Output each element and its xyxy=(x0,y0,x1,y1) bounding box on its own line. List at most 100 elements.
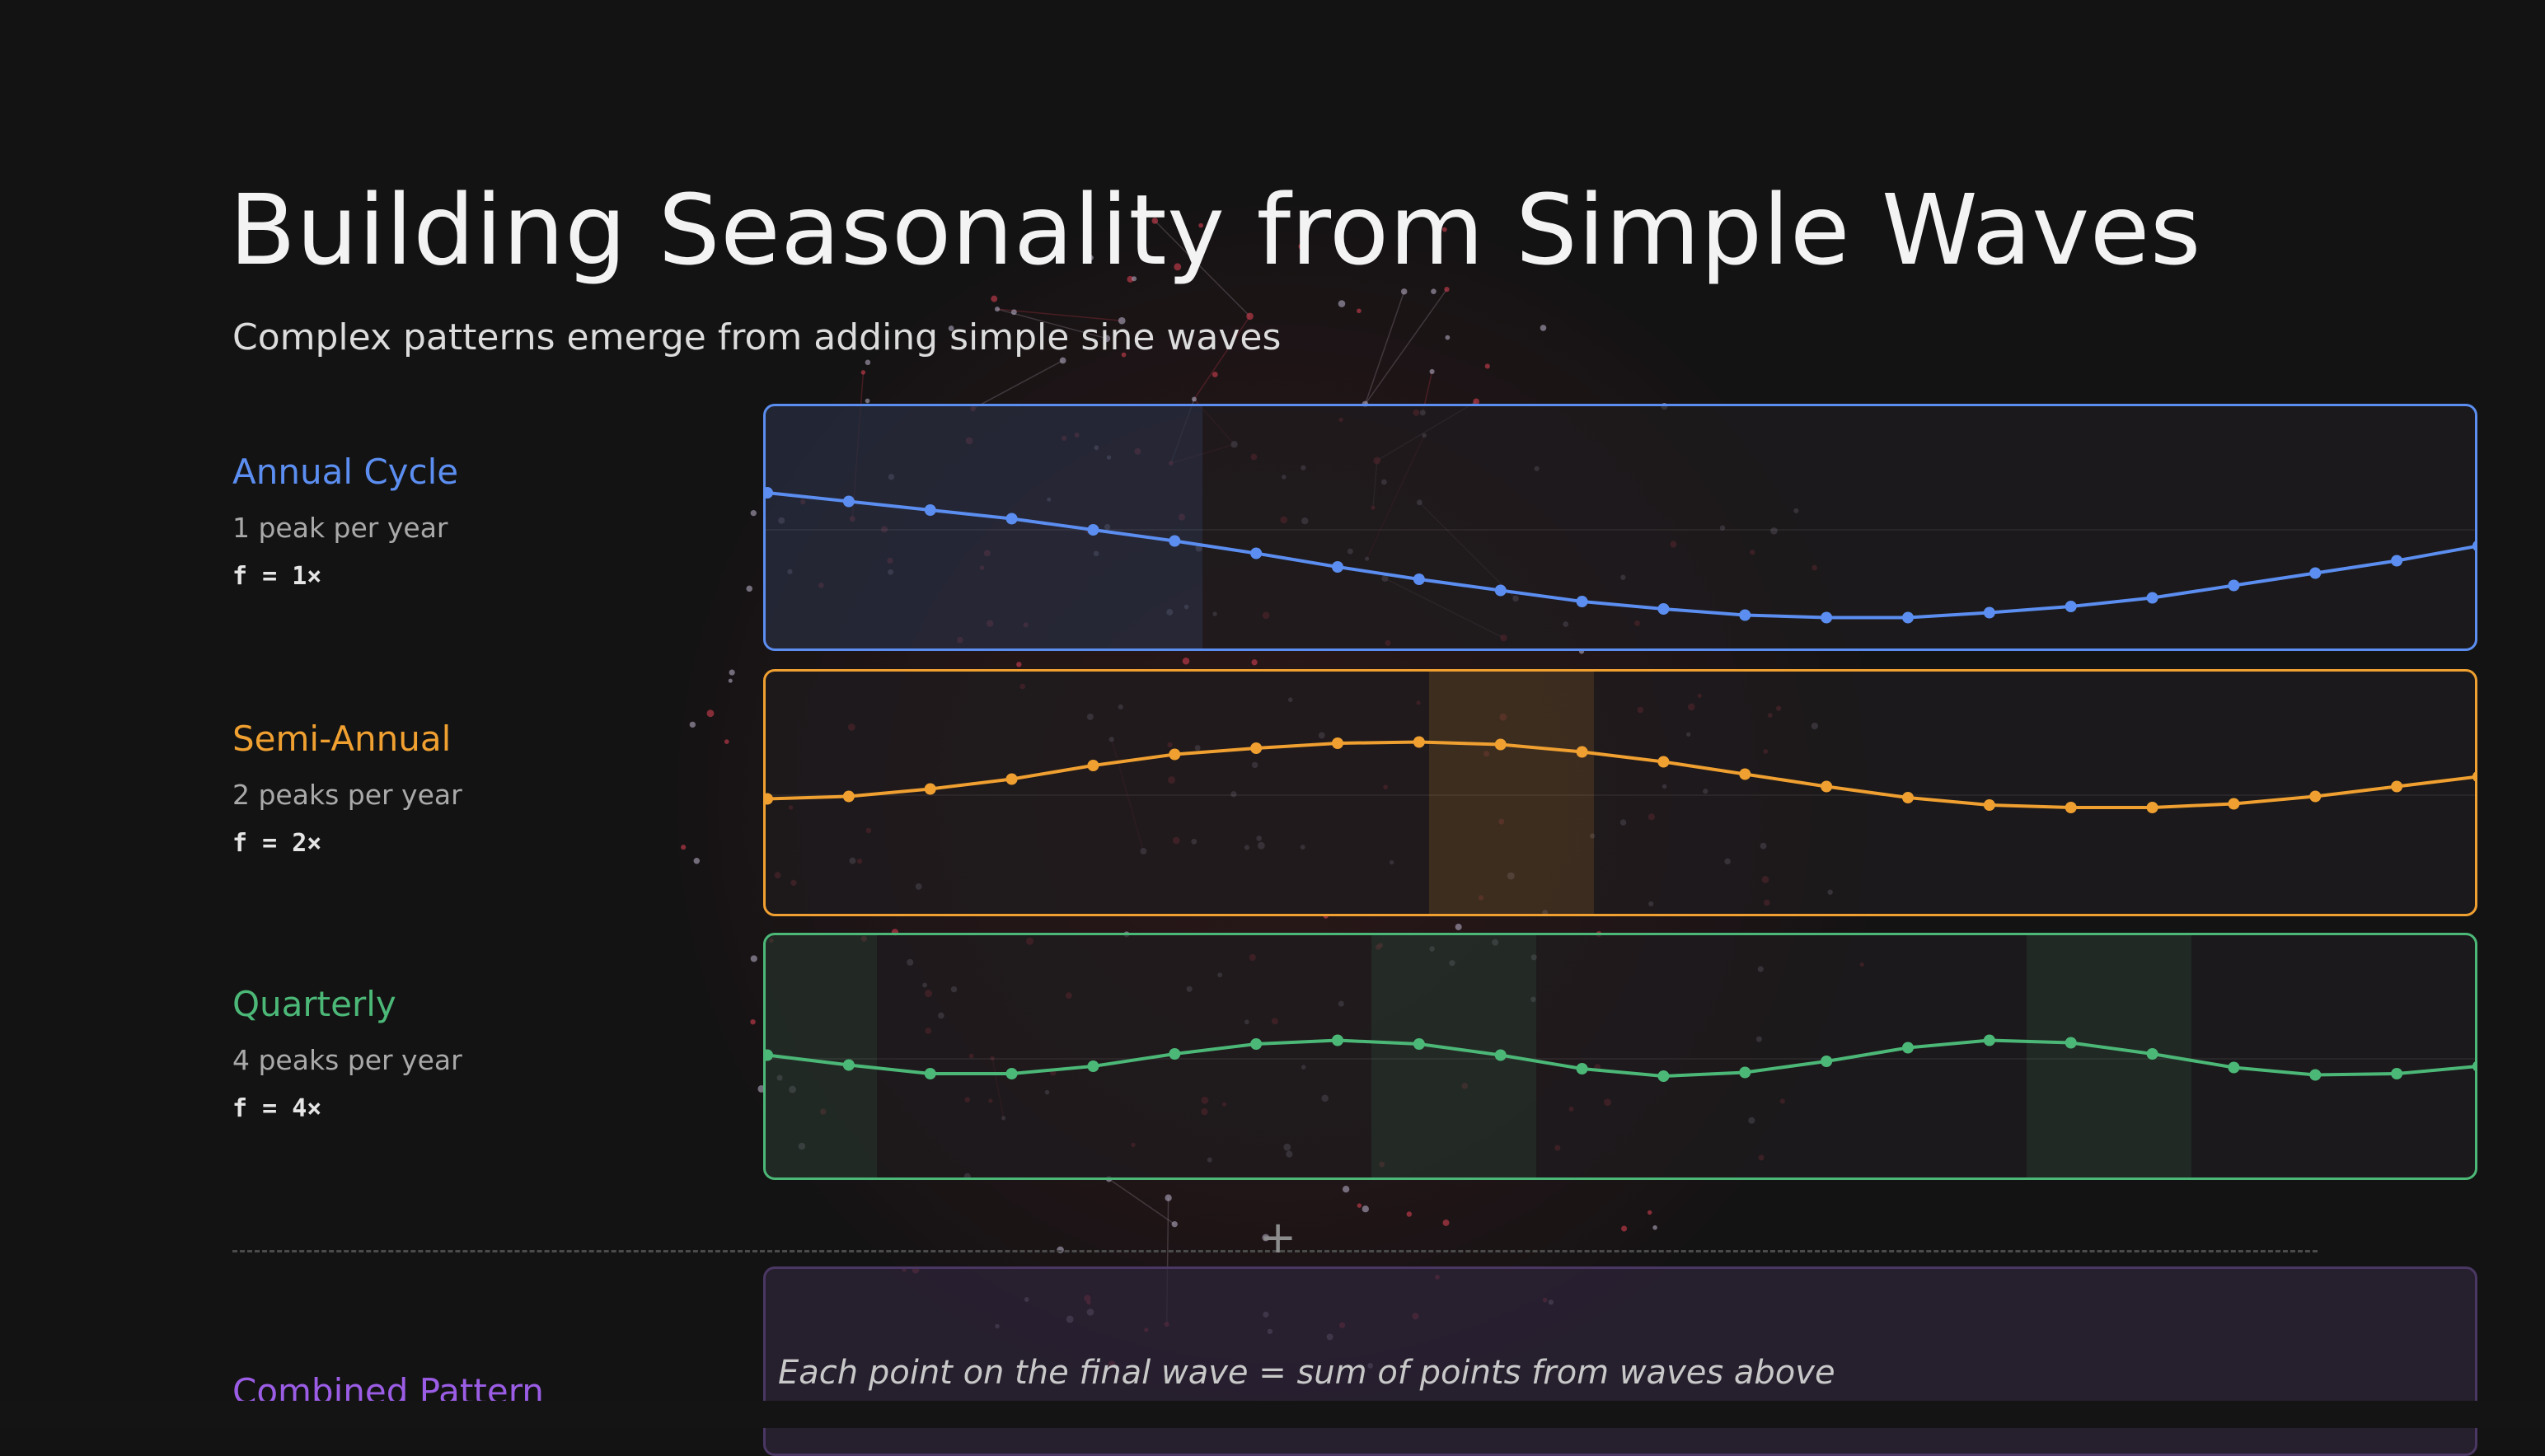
data-point xyxy=(2309,1069,2322,1081)
network-node xyxy=(728,678,733,683)
data-point xyxy=(2391,555,2403,567)
network-node xyxy=(1400,288,1408,295)
network-node xyxy=(1174,263,1182,271)
data-point xyxy=(1739,768,1751,780)
data-point xyxy=(1739,609,1751,621)
data-point xyxy=(1005,773,1018,785)
network-link xyxy=(973,359,1063,410)
page-title: Building Seasonality from Simple Waves xyxy=(229,173,2201,287)
data-point xyxy=(1087,524,1099,536)
network-node xyxy=(1445,335,1451,340)
data-point xyxy=(1657,603,1670,615)
network-link xyxy=(1364,288,1448,405)
data-point xyxy=(2391,1068,2403,1079)
wave-line xyxy=(766,1038,2475,1078)
data-point xyxy=(1902,1042,1914,1054)
network-node xyxy=(1652,1225,1657,1230)
data-point xyxy=(1494,584,1507,597)
network-node xyxy=(1132,276,1137,282)
network-node xyxy=(1444,286,1450,293)
network-node xyxy=(1362,1206,1369,1213)
data-point xyxy=(2065,1037,2077,1049)
network-node xyxy=(1338,300,1346,307)
data-point xyxy=(924,783,936,795)
data-point xyxy=(2472,1061,2475,1071)
network-node xyxy=(750,955,757,962)
data-point xyxy=(1005,1068,1018,1079)
data-point xyxy=(1576,596,1588,607)
combined-note: Each point on the final wave = sum of po… xyxy=(778,1354,1835,1392)
data-point xyxy=(2146,802,2158,813)
wave-line xyxy=(766,491,2475,620)
data-point xyxy=(1250,742,1263,754)
network-node xyxy=(1212,372,1218,377)
wave-name: Quarterly xyxy=(232,984,396,1024)
data-point xyxy=(2228,798,2240,810)
wave-description: 1 peak per year xyxy=(232,512,448,544)
network-node xyxy=(750,509,757,517)
network-node xyxy=(865,359,871,366)
network-link xyxy=(1193,316,1251,400)
network-node xyxy=(1540,325,1547,331)
network-node xyxy=(1262,1234,1270,1242)
data-point xyxy=(1821,1056,1833,1067)
data-point xyxy=(1250,1038,1263,1050)
data-point xyxy=(2065,802,2077,813)
wave-label-quarterly: Quarterly 4 peaks per year f = 4× xyxy=(232,984,462,1123)
network-node xyxy=(1441,227,1447,232)
data-point xyxy=(842,1059,855,1071)
data-point xyxy=(2391,780,2403,793)
data-point xyxy=(766,1049,773,1061)
network-node xyxy=(1246,312,1254,321)
data-point xyxy=(1087,1060,1099,1072)
wave-frequency: f = 4× xyxy=(232,1094,322,1123)
wave-name: Semi-Annual xyxy=(232,719,452,759)
network-node xyxy=(1442,1219,1450,1226)
network-node xyxy=(681,845,687,850)
network-node xyxy=(991,295,998,302)
sum-divider xyxy=(232,1250,2318,1252)
data-point xyxy=(1169,748,1181,761)
data-point xyxy=(766,793,773,805)
data-point xyxy=(1169,1048,1181,1060)
data-point xyxy=(1983,1034,1995,1046)
data-point xyxy=(1576,1063,1588,1074)
network-node xyxy=(1455,923,1462,930)
data-point xyxy=(1739,1066,1751,1079)
data-point xyxy=(766,487,773,499)
wave-line xyxy=(766,740,2475,809)
data-point xyxy=(1902,792,1914,803)
network-node xyxy=(1151,218,1159,224)
network-node xyxy=(1118,316,1126,325)
data-point xyxy=(1413,1038,1425,1050)
annual-wave-chart xyxy=(763,404,2477,651)
network-node xyxy=(1103,335,1111,343)
network-node xyxy=(693,858,701,864)
data-point xyxy=(1494,738,1507,751)
data-point xyxy=(1005,513,1018,525)
data-point xyxy=(2472,771,2475,782)
network-node xyxy=(1198,222,1203,228)
network-link xyxy=(996,308,1123,321)
network-node xyxy=(1431,288,1437,295)
network-node xyxy=(1165,1194,1172,1201)
data-point xyxy=(924,504,936,516)
network-node xyxy=(1016,662,1022,667)
data-point xyxy=(2146,1048,2158,1060)
network-node xyxy=(1429,368,1435,375)
network-node xyxy=(1406,1211,1413,1217)
highlight-band xyxy=(766,406,1202,648)
page-subtitle: Complex patterns emerge from adding simp… xyxy=(232,316,1282,358)
network-node xyxy=(724,739,729,744)
wave-frequency: f = 2× xyxy=(232,829,322,858)
network-node xyxy=(1191,396,1197,402)
network-link xyxy=(1154,220,1251,317)
data-point xyxy=(924,1068,936,1079)
network-node xyxy=(1342,1186,1350,1193)
data-point xyxy=(1332,1034,1343,1046)
plus-icon: + xyxy=(1259,1211,1297,1263)
wave-label-semi-annual: Semi-Annual 2 peaks per year f = 2× xyxy=(232,719,462,858)
network-node xyxy=(1473,398,1479,405)
data-point xyxy=(1983,606,1995,619)
wave-label-annual: Annual Cycle 1 peak per year f = 1× xyxy=(232,452,458,591)
